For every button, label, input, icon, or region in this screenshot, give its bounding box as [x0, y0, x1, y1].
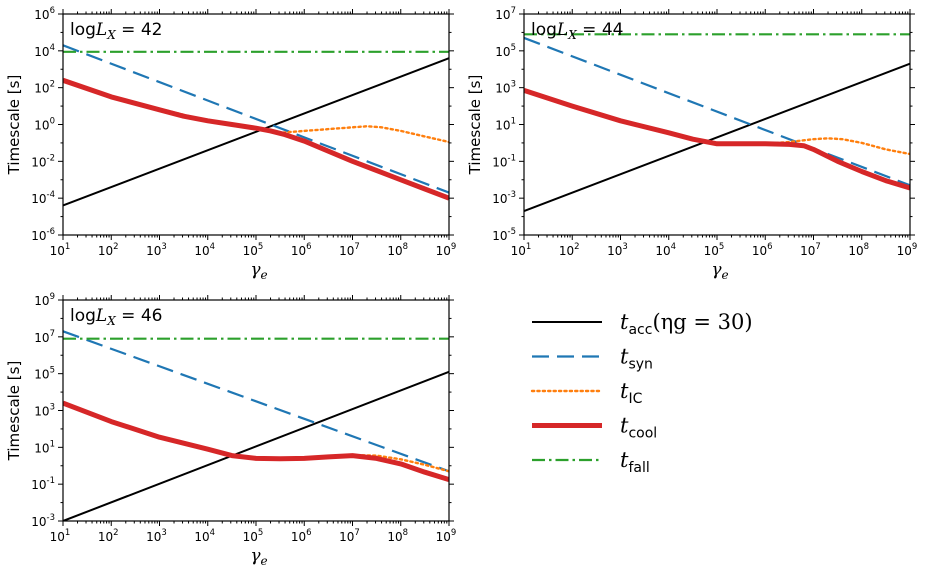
x-tick-label: 109	[436, 528, 457, 544]
x-tick-label: 103	[146, 242, 167, 258]
legend: tacc(ηg = 30) tsyn tIC tcool tfall	[530, 310, 753, 476]
y-axis-label: Timescale [s]	[5, 75, 23, 176]
panel-title: logLX = 44	[531, 20, 623, 42]
x-tick-label: 103	[146, 528, 167, 544]
series-group	[524, 33, 910, 213]
series-group	[63, 330, 449, 521]
legend-label-t-fall: tfall	[620, 448, 650, 476]
series-line-t-syn	[63, 44, 449, 194]
series-line-t-cool	[63, 400, 449, 482]
panel-1: 101 102 103 104 105 106 107 108 109 10-6 10-4 10-2 1…	[5, 6, 456, 282]
y-tick-label: 102	[34, 80, 55, 96]
panel-3: 101 102 103 104 105 106 107 108 109 10-3 10-1 101 10…	[5, 292, 456, 568]
x-tick-label: 105	[243, 242, 264, 258]
y-tick-label: 10-1	[492, 153, 516, 169]
x-tick-label: 107	[339, 528, 360, 544]
y-tick-label: 103	[34, 403, 55, 419]
y-tick-label: 105	[495, 43, 516, 59]
y-tick-label: 107	[34, 329, 55, 345]
legend-label-t-syn: tsyn	[620, 345, 653, 373]
x-tick-label: 108	[387, 242, 408, 258]
y-tick-label: 10-6	[31, 227, 55, 243]
series-line-t-acc	[63, 370, 449, 521]
panel-title: logLX = 46	[70, 306, 162, 328]
series-line-t-IC	[63, 79, 449, 144]
x-tick-label: 106	[752, 242, 773, 258]
x-axis-label: γe	[711, 260, 728, 282]
x-tick-label: 106	[291, 242, 312, 258]
y-tick-label: 10-2	[31, 153, 55, 169]
y-tick-label: 104	[34, 43, 55, 59]
x-tick-label: 108	[387, 528, 408, 544]
series-line-t-cool	[524, 88, 910, 191]
y-tick-label: 101	[495, 117, 516, 133]
y-tick-label: 107	[495, 6, 516, 22]
x-tick-label: 104	[194, 528, 215, 544]
x-tick-label: 108	[848, 242, 869, 258]
x-tick-label: 105	[243, 528, 264, 544]
series-line-t-syn	[524, 36, 910, 187]
y-tick-label: 103	[495, 80, 516, 96]
x-axis-label: γe	[250, 546, 267, 568]
x-tick-label: 102	[98, 528, 119, 544]
y-tick-label: 10-3	[492, 190, 516, 206]
x-tick-label: 101	[50, 528, 71, 544]
y-tick-label: 10-3	[31, 513, 55, 529]
legend-label-t-acc: tacc(ηg = 30)	[620, 310, 753, 338]
x-tick-label: 101	[511, 242, 532, 258]
series-line-t-acc	[524, 62, 910, 213]
series-line-t-acc	[63, 57, 449, 207]
y-tick-label: 109	[34, 292, 55, 308]
x-tick-label: 104	[655, 242, 676, 258]
y-tick-label: 100	[34, 117, 55, 133]
y-tick-label: 10-4	[31, 190, 55, 206]
series-line-t-syn	[63, 330, 449, 473]
legend-label-t-cool: tcool	[620, 414, 657, 442]
x-tick-label: 107	[800, 242, 821, 258]
y-tick-label: 101	[34, 439, 55, 455]
y-tick-label: 10-1	[31, 476, 55, 492]
y-tick-label: 10-5	[492, 227, 516, 243]
plot-frame	[523, 13, 911, 236]
x-tick-label: 104	[194, 242, 215, 258]
y-axis-label: Timescale [s]	[5, 361, 23, 462]
panel-title: logLX = 42	[70, 20, 162, 42]
series-line-t-cool	[63, 77, 449, 201]
x-tick-label: 102	[98, 242, 119, 258]
x-tick-label: 106	[291, 528, 312, 544]
x-axis-label: γe	[250, 260, 267, 282]
y-axis-label: Timescale [s]	[466, 75, 484, 176]
y-tick-label: 106	[34, 6, 55, 22]
panel-2: 101 102 103 104 105 106 107 108 109 10-5 10-3 10-1 1…	[466, 6, 917, 282]
x-tick-label: 109	[897, 242, 918, 258]
y-tick-label: 105	[34, 366, 55, 382]
x-tick-label: 105	[704, 242, 725, 258]
plot-frame	[62, 299, 450, 522]
series-group	[63, 44, 449, 207]
x-tick-label: 102	[559, 242, 580, 258]
x-tick-label: 103	[607, 242, 628, 258]
x-tick-label: 107	[339, 242, 360, 258]
x-tick-label: 109	[436, 242, 457, 258]
legend-label-t-IC: tIC	[620, 379, 643, 407]
x-tick-label: 101	[50, 242, 71, 258]
plot-frame	[62, 13, 450, 236]
